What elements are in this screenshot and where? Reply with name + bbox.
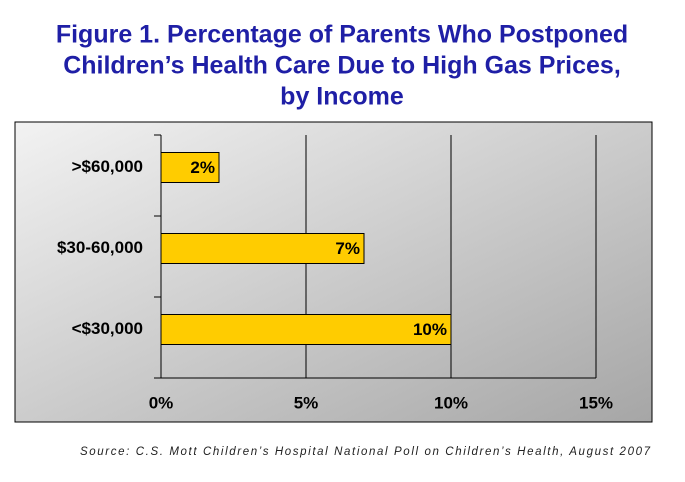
- value-label: 7%: [335, 239, 360, 258]
- plot-frame: [14, 121, 653, 423]
- chart-title: by Income: [280, 83, 404, 111]
- chart-title: Figure 1. Percentage of Parents Who Post…: [56, 21, 628, 49]
- y-tick-label: $30-60,000: [57, 238, 143, 257]
- bar: [160, 314, 452, 345]
- x-tick-label: 5%: [294, 393, 319, 412]
- y-tick-label: >$60,000: [72, 157, 143, 176]
- chart-title: Children’s Health Care Due to High Gas P…: [63, 52, 621, 80]
- x-tick-label: 15%: [579, 393, 613, 412]
- source: Source: C.S. Mott Children’s Hospital Na…: [80, 446, 651, 458]
- x-tick-label: 10%: [434, 393, 468, 412]
- bar: [160, 233, 365, 264]
- bar: [160, 152, 220, 183]
- x-tick-label: 0%: [149, 393, 174, 412]
- value-label: 2%: [190, 158, 215, 177]
- value-label: 10%: [413, 320, 447, 339]
- y-tick-label: <$30,000: [72, 319, 143, 338]
